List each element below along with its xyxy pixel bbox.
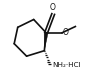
- Text: O: O: [63, 28, 69, 37]
- Text: O: O: [50, 3, 56, 12]
- Text: NH₂·HCl: NH₂·HCl: [52, 62, 81, 68]
- Polygon shape: [44, 33, 48, 51]
